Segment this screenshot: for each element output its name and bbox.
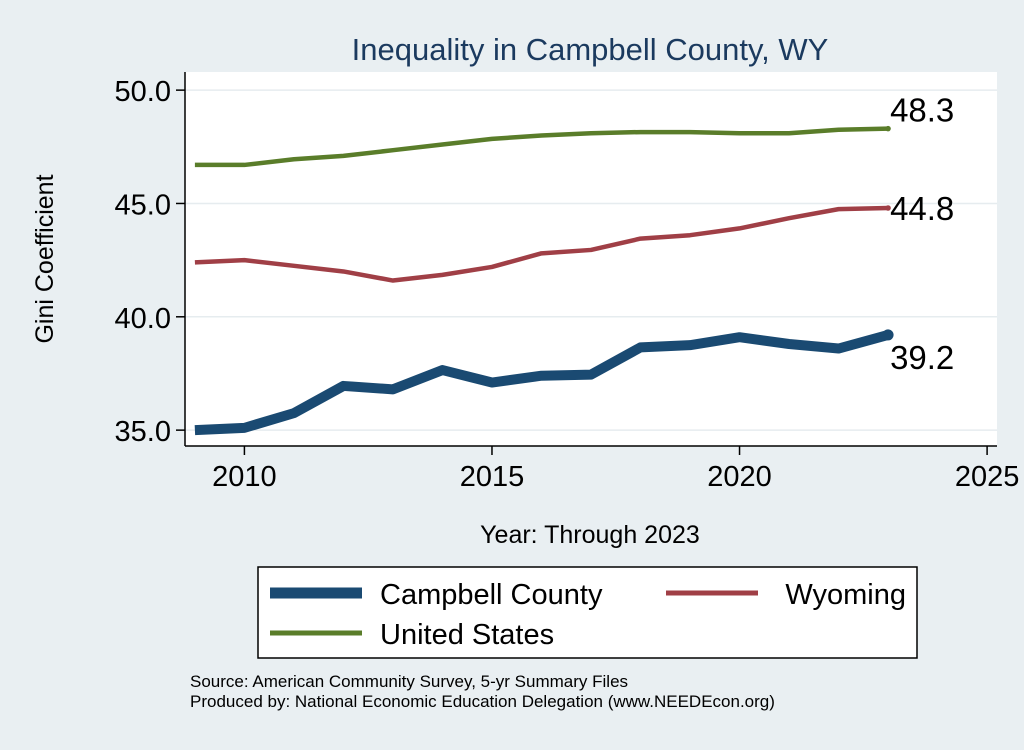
y-tick-label: 35.0 [115,416,171,448]
legend-label-united-states: United States [380,619,554,651]
axes: 35.0 40.0 45.0 50.0 2010 2015 2020 2025 [115,72,1020,493]
chart-title: Inequality in Campbell County, WY [352,32,829,67]
gridlines [185,89,997,431]
end-labels: 48.3 44.8 39.2 [890,92,954,376]
x-tick-label: 2025 [955,461,1020,493]
series-line-wyoming [194,205,889,283]
end-label-wyoming: 44.8 [890,190,954,227]
series-line-campbell-county [194,330,890,436]
end-point-wyoming [885,205,891,211]
end-point-campbell-county [882,329,894,341]
x-axis-label: Year: Through 2023 [480,521,700,549]
x-tick-label: 2010 [212,461,277,493]
legend-box [257,566,918,659]
end-label-campbell-county: 39.2 [890,339,954,376]
y-tick-label: 45.0 [115,189,171,221]
y-axis-label: Gini Coefficient [31,174,59,343]
x-tick-label: 2015 [460,461,525,493]
legend-label-campbell-county: Campbell County [380,579,603,611]
end-point-united-states [885,125,891,132]
source-note: Source: American Community Survey, 5-yr … [190,672,628,691]
series-line-united-states [194,126,889,168]
producer-note: Produced by: National Economic Education… [190,692,775,711]
legend-label-wyoming: Wyoming [785,579,906,611]
y-tick-label: 40.0 [115,303,171,335]
y-tick-label: 50.0 [115,76,171,108]
series-lines [194,125,894,436]
end-label-united-states: 48.3 [890,92,954,129]
x-tick-label: 2020 [707,461,772,493]
legend: Campbell County Wyoming United States [257,566,918,659]
